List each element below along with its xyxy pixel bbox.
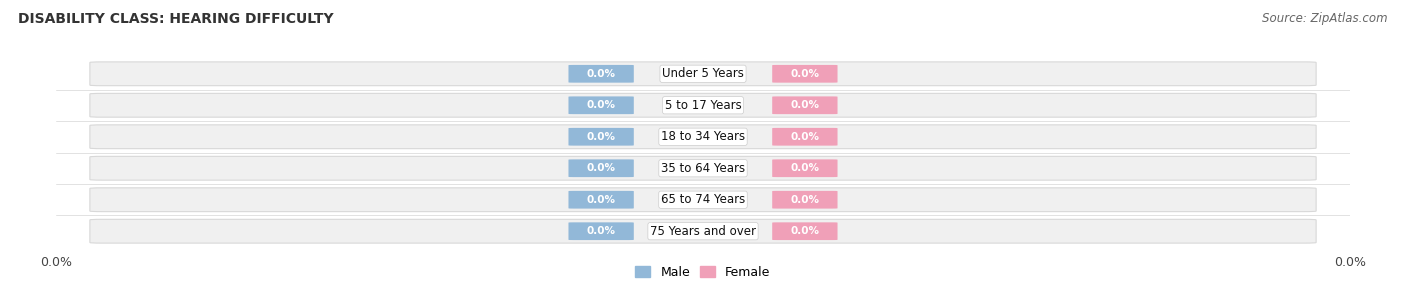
FancyBboxPatch shape (772, 191, 838, 209)
FancyBboxPatch shape (772, 128, 838, 145)
Text: 65 to 74 Years: 65 to 74 Years (661, 193, 745, 206)
Text: 0.0%: 0.0% (586, 163, 616, 173)
FancyBboxPatch shape (772, 160, 838, 177)
Text: 0.0%: 0.0% (586, 132, 616, 142)
Text: DISABILITY CLASS: HEARING DIFFICULTY: DISABILITY CLASS: HEARING DIFFICULTY (18, 12, 333, 26)
FancyBboxPatch shape (90, 188, 1316, 212)
Text: 0.0%: 0.0% (586, 69, 616, 79)
FancyBboxPatch shape (568, 128, 634, 145)
Text: 0.0%: 0.0% (790, 163, 820, 173)
Text: 0.0%: 0.0% (586, 100, 616, 110)
Legend: Male, Female: Male, Female (636, 266, 770, 279)
FancyBboxPatch shape (568, 191, 634, 209)
FancyBboxPatch shape (772, 222, 838, 240)
FancyBboxPatch shape (568, 160, 634, 177)
Text: Under 5 Years: Under 5 Years (662, 67, 744, 80)
FancyBboxPatch shape (90, 156, 1316, 180)
FancyBboxPatch shape (772, 96, 838, 114)
Text: 5 to 17 Years: 5 to 17 Years (665, 99, 741, 112)
Text: 75 Years and over: 75 Years and over (650, 225, 756, 238)
Text: 18 to 34 Years: 18 to 34 Years (661, 130, 745, 143)
FancyBboxPatch shape (90, 125, 1316, 149)
FancyBboxPatch shape (568, 222, 634, 240)
Text: Source: ZipAtlas.com: Source: ZipAtlas.com (1263, 12, 1388, 25)
FancyBboxPatch shape (90, 219, 1316, 243)
Text: 0.0%: 0.0% (790, 195, 820, 205)
FancyBboxPatch shape (90, 62, 1316, 86)
Text: 0.0%: 0.0% (790, 132, 820, 142)
FancyBboxPatch shape (772, 65, 838, 83)
Text: 0.0%: 0.0% (586, 195, 616, 205)
Text: 0.0%: 0.0% (790, 69, 820, 79)
FancyBboxPatch shape (568, 65, 634, 83)
FancyBboxPatch shape (90, 93, 1316, 117)
Text: 0.0%: 0.0% (790, 226, 820, 236)
FancyBboxPatch shape (568, 96, 634, 114)
Text: 35 to 64 Years: 35 to 64 Years (661, 162, 745, 175)
Text: 0.0%: 0.0% (790, 100, 820, 110)
Text: 0.0%: 0.0% (586, 226, 616, 236)
